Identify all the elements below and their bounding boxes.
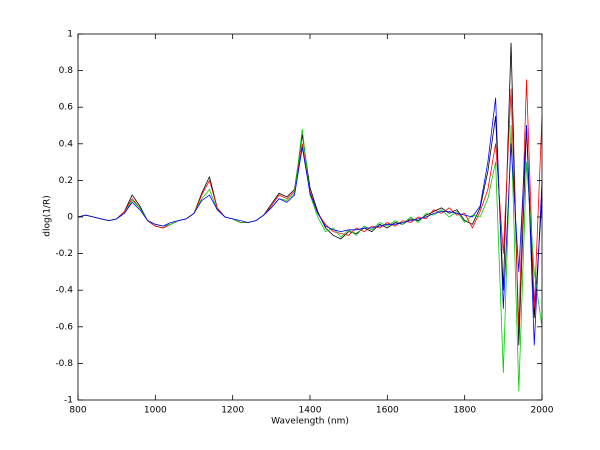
y-tick-label: -1 — [64, 396, 73, 406]
y-axis-label: dlog(1/R) — [43, 195, 53, 236]
x-tick-label: 2000 — [531, 406, 554, 416]
y-tick-label: 0.8 — [59, 66, 74, 76]
x-tick-label: 800 — [69, 406, 86, 416]
x-tick-label: 1000 — [144, 406, 167, 416]
y-tick-label: -0.8 — [55, 359, 73, 369]
x-tick-label: 1200 — [221, 406, 244, 416]
x-tick-label: 1800 — [453, 406, 476, 416]
y-tick-label: -0.2 — [55, 249, 73, 259]
y-tick-label: -0.6 — [55, 322, 73, 332]
x-tick-label: 1600 — [376, 406, 399, 416]
x-tick-label: 1400 — [299, 406, 322, 416]
y-tick-label: 1 — [67, 30, 73, 40]
y-tick-label: 0.2 — [59, 176, 73, 186]
y-tick-label: 0.6 — [59, 103, 74, 113]
y-tick-label: 0 — [67, 213, 73, 223]
y-tick-label: 0.4 — [59, 139, 74, 149]
spectrum-line — [77, 97, 543, 346]
x-axis-label: Wavelength (nm) — [271, 417, 349, 427]
y-tick-label: -0.4 — [55, 286, 73, 296]
